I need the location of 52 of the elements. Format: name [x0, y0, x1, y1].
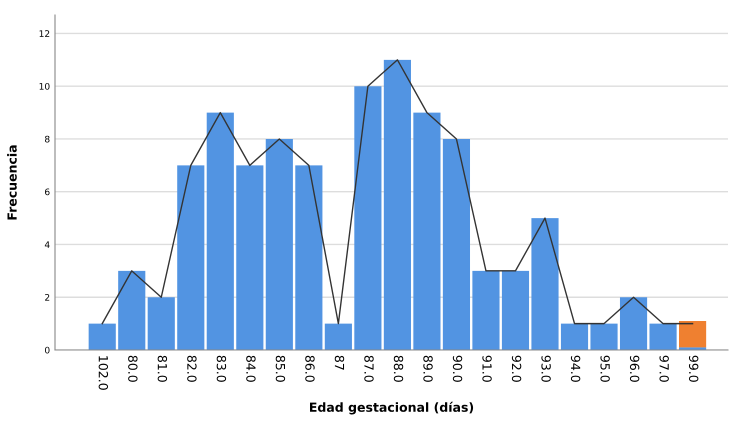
bar: [442, 138, 470, 350]
x-tick-label: 83.0: [216, 356, 226, 382]
bar: [177, 165, 204, 350]
bar: [649, 324, 677, 350]
x-tick-label: 87.0: [364, 356, 374, 382]
bar: [472, 270, 500, 350]
x-tick-label: 86.0: [305, 356, 315, 382]
bar: [148, 297, 175, 350]
x-tick-label: 96.0: [630, 356, 640, 382]
x-axis-title: Edad gestacional (días): [310, 402, 474, 414]
x-tick-label: 91.0: [482, 356, 492, 382]
x-tick-label: 99.0: [688, 356, 698, 382]
y-tick-label: 10: [40, 82, 50, 90]
bar: [413, 112, 440, 350]
bar: [354, 86, 382, 350]
bar: [679, 320, 706, 348]
y-tick-label: 12: [40, 30, 50, 37]
bar: [206, 112, 234, 350]
x-tick-label: 84.0: [246, 356, 256, 382]
x-tick-label: 85.0: [276, 356, 286, 382]
x-tick-label: 90.0: [452, 356, 462, 382]
y-tick-label: 0: [44, 346, 50, 354]
bar: [590, 324, 618, 350]
bar: [560, 324, 588, 350]
x-tick-label: 93.0: [541, 356, 551, 382]
y-tick-label: 8: [45, 136, 50, 143]
y-axis-title: Frecuencia: [7, 145, 17, 220]
bar: [531, 218, 559, 350]
bar: [236, 165, 264, 350]
bar: [266, 138, 293, 350]
bar: [88, 324, 116, 350]
x-tick-label: 97.0: [659, 356, 669, 382]
x-tick-label: 82.0: [187, 356, 197, 382]
x-tick-label: 87: [334, 356, 344, 370]
x-tick-label: 95.0: [600, 356, 610, 382]
line-series: [102, 59, 694, 324]
bar: [295, 165, 322, 350]
y-tick-label: 2: [45, 294, 50, 301]
bar: [324, 324, 352, 350]
x-tick-label: 94.0: [570, 356, 580, 382]
x-tick-label: 88.0: [394, 356, 404, 382]
x-tick-label: 81.0: [158, 356, 168, 382]
y-tick-label: 6: [45, 188, 50, 196]
x-tick-label: 80.0: [128, 356, 138, 382]
bar: [502, 270, 530, 350]
x-tick-label: 92.0: [512, 356, 522, 382]
bar: [118, 270, 146, 350]
x-tick-label: 89.0: [423, 356, 433, 382]
bar: [620, 297, 648, 350]
bar: [384, 60, 411, 350]
y-tick-label: 4: [44, 241, 50, 248]
x-tick-label: 102.0: [98, 356, 108, 390]
